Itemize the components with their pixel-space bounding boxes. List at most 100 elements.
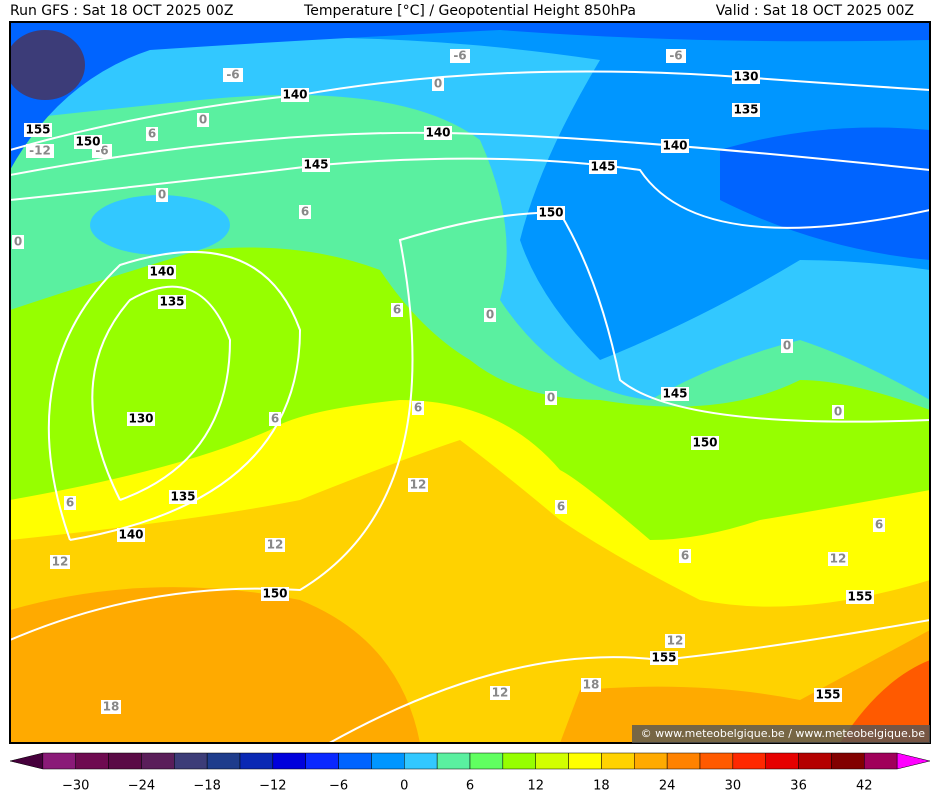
temperature-label-bg: [555, 500, 567, 514]
colorbar-segment: [404, 752, 438, 770]
colorbar-segment: [864, 752, 898, 770]
colorbar-segment: [436, 752, 471, 770]
temperature-label: 6: [681, 549, 689, 563]
height-label: 135: [159, 295, 184, 309]
colorbar-segment: [732, 752, 766, 770]
temperature-label-bg: [432, 77, 444, 91]
temperature-label-bg: [299, 205, 311, 219]
height-label-bg: [691, 436, 719, 450]
height-label-bg: [261, 587, 289, 601]
height-label-bg: [589, 160, 617, 174]
colorbar-segment: [42, 752, 76, 770]
temperature-label-bg: [12, 235, 24, 249]
colorbar-segment: [699, 752, 734, 770]
temperature-label: 0: [14, 235, 22, 249]
temperature-label-bg: [223, 68, 243, 82]
temperature-label: 0: [158, 188, 166, 202]
temperature-label: 18: [583, 678, 600, 692]
height-label-bg: [74, 135, 102, 149]
temperature-label-bg: [408, 478, 428, 492]
colorbar-segment: [798, 752, 832, 770]
cold-area: [720, 127, 930, 260]
temperature-label: -6: [669, 49, 682, 63]
height-label: 155: [25, 123, 50, 137]
height-label-bg: [424, 126, 452, 140]
colorbar-tick: 0: [400, 779, 408, 794]
colorbar-segment: [239, 752, 274, 770]
temperature-label-bg: [146, 127, 158, 141]
height-label-bg: [661, 139, 689, 153]
temperature-label-bg: [781, 339, 793, 353]
temperature-label-bg: [832, 405, 844, 419]
cold-area: [10, 22, 930, 170]
height-label: 145: [303, 158, 328, 172]
temperature-label: 0: [486, 308, 494, 322]
height-label: 155: [815, 688, 840, 702]
colorbar-tick: −24: [128, 779, 155, 794]
temp-band: [10, 22, 930, 360]
temperature-label-bg: [873, 518, 885, 532]
colorbar-tick: 6: [466, 779, 474, 794]
colorbar-segment: [272, 752, 306, 770]
temperature-label: 12: [667, 634, 684, 648]
warm-area: [560, 630, 930, 743]
colorbar-segment: [634, 752, 668, 770]
colorbar-segment: [568, 752, 602, 770]
height-label: 140: [662, 139, 687, 153]
credit: © www.meteobelgique.be / www.meteobelgiq…: [641, 727, 926, 740]
colorbar-segment: [831, 752, 865, 770]
cold-pool: [90, 195, 230, 255]
credit-box: [632, 725, 930, 743]
temperature-label-bg: [269, 412, 281, 426]
height-label: 145: [590, 160, 615, 174]
cold-core: [10, 30, 85, 100]
temperature-label-bg: [450, 49, 470, 63]
temperature-label: -6: [226, 68, 239, 82]
colorbar-tick: −12: [259, 779, 286, 794]
height-label: 145: [662, 387, 687, 401]
colorbar-tick: 12: [527, 779, 544, 794]
height-label-bg: [650, 651, 678, 665]
temperature-label-bg: [64, 496, 76, 510]
colorbar-segment: [666, 752, 701, 770]
height-label: 150: [538, 206, 563, 220]
temperature-label-bg: [156, 188, 168, 202]
temperature-label: 12: [410, 478, 427, 492]
hot-area: [840, 660, 930, 743]
temperature-label-bg: [50, 555, 70, 569]
height-label-bg: [661, 387, 689, 401]
temperature-label: 0: [834, 405, 842, 419]
temperature-label-bg: [545, 391, 557, 405]
temperature-label-bg: [26, 144, 54, 158]
colorbar-segment: [206, 752, 241, 770]
colorbar-tick: 36: [790, 779, 807, 794]
temperature-label-bg: [666, 49, 686, 63]
colorbar-tick: −18: [193, 779, 220, 794]
colorbar-segment: [75, 752, 109, 770]
temperature-label-bg: [490, 686, 510, 700]
colorbar-segment: [141, 752, 175, 770]
height-label: 140: [425, 126, 450, 140]
temperature-label: 12: [830, 552, 847, 566]
colorbar-segment: [108, 752, 142, 770]
colorbar-tick: −30: [62, 779, 89, 794]
height-label: 150: [262, 587, 287, 601]
colorbar-segment: [535, 752, 569, 770]
height-label-bg: [814, 688, 842, 702]
height-label: 135: [170, 490, 195, 504]
height-label: 140: [118, 528, 143, 542]
colorbar-tick: 24: [659, 779, 676, 794]
temperature-label-bg: [665, 634, 685, 648]
colorbar-segment: [469, 752, 504, 770]
temperature-label: 6: [66, 496, 74, 510]
temperature-label: 6: [875, 518, 883, 532]
temperature-label: 6: [148, 127, 156, 141]
temperature-label-bg: [197, 113, 209, 127]
colorbar-tick: 30: [725, 779, 742, 794]
temperature-label-bg: [828, 552, 848, 566]
temperature-label-bg: [581, 678, 601, 692]
height-label-bg: [117, 528, 145, 542]
height-label-bg: [169, 490, 197, 504]
map-frame: [9, 21, 931, 744]
